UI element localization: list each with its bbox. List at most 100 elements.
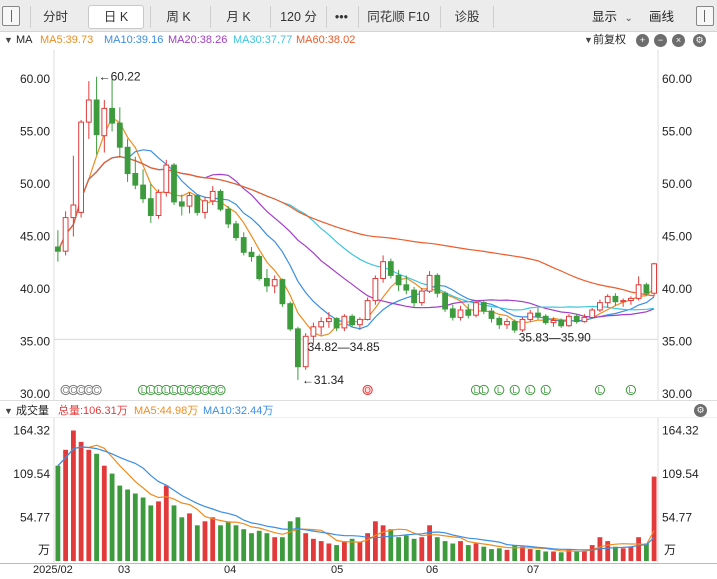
volume-bar	[481, 546, 487, 561]
price-axis-left-label: 50.00	[20, 177, 50, 191]
display-dropdown[interactable]: 显示 ⌄	[592, 6, 633, 28]
candle-body	[357, 318, 363, 326]
event-marker-letter: L	[180, 386, 185, 395]
ma60-line	[57, 155, 655, 297]
collapse-panel-icon[interactable]	[2, 6, 20, 26]
candle	[589, 307, 596, 319]
volume-bar	[427, 525, 432, 561]
volume-bar	[450, 543, 456, 561]
event-marker: L	[525, 384, 536, 396]
event-marker-letter: C	[210, 386, 216, 395]
candle-body	[186, 195, 193, 207]
event-marker: C	[184, 384, 195, 396]
candle-body	[109, 107, 115, 124]
volume-bar	[132, 493, 138, 561]
candle-body	[558, 320, 565, 327]
tab-120min[interactable]: 120 分	[270, 6, 326, 28]
volume-bar	[249, 533, 254, 561]
draw-line-button[interactable]: 画线	[649, 10, 675, 24]
candle-body	[271, 279, 278, 287]
adjust-dropdown[interactable]: 前复权	[593, 34, 626, 46]
price-axis-right-label: 45.00	[662, 230, 692, 244]
candle-body	[341, 315, 348, 329]
candle-body	[581, 316, 588, 323]
candle	[225, 206, 232, 229]
close-icon[interactable]: ×	[672, 34, 685, 47]
candle-body	[264, 278, 270, 287]
candle	[403, 275, 410, 295]
event-marker-letter: C	[194, 386, 200, 395]
volume-bar	[179, 517, 185, 561]
candle-body	[85, 99, 92, 123]
tab-f10[interactable]: 同花顺 F10	[358, 6, 438, 28]
volume-bar	[303, 533, 309, 561]
candle	[124, 138, 131, 182]
event-marker-circle	[215, 384, 226, 396]
volume-bar	[71, 430, 76, 561]
event-marker-letter: C	[187, 386, 193, 395]
event-marker: C	[215, 384, 226, 396]
candle-body	[217, 190, 224, 210]
ma10-label: MA10:39.16	[104, 34, 164, 46]
collapse-triangle-icon[interactable]: ▼	[4, 35, 13, 45]
event-marker: L	[478, 384, 489, 396]
candle	[372, 275, 379, 305]
volume-chart: 164.32 164.32 109.54 109.54 54.77 54.77 万 万	[0, 418, 717, 563]
tab-diagnose[interactable]: 诊股	[440, 6, 494, 28]
candle-body	[643, 284, 650, 294]
zoom-in-icon[interactable]: +	[636, 34, 649, 47]
tab-weekly-k[interactable]: 周 K	[150, 6, 206, 28]
volume-bar	[636, 537, 641, 561]
event-marker-letter: L	[474, 386, 479, 395]
candle-body	[248, 251, 255, 258]
price-axis-left-label: 60.00	[20, 72, 50, 86]
tab-intraday[interactable]: 分时	[30, 6, 80, 28]
volume-bar	[101, 465, 107, 561]
volume-bar	[527, 549, 533, 561]
time-axis: 2025/02 03 04 05 06 07	[0, 563, 717, 579]
volume-collapse-icon[interactable]: ▼	[4, 406, 13, 416]
candle-body	[380, 261, 387, 279]
more-menu-icon[interactable]: •••	[326, 6, 356, 28]
expand-panel-icon[interactable]	[696, 6, 714, 26]
volume-settings-gear-icon[interactable]: ⚙	[694, 404, 707, 417]
candle-body	[426, 274, 433, 292]
volume-bar	[326, 543, 332, 561]
candle-body	[403, 284, 410, 291]
candle	[488, 307, 495, 323]
volume-bar	[225, 521, 231, 561]
event-marker-circle	[478, 384, 489, 396]
candle-body	[535, 312, 541, 317]
candle	[248, 247, 255, 262]
candle	[341, 314, 348, 331]
candle-body	[318, 321, 325, 328]
event-marker-letter: L	[543, 386, 548, 395]
event-marker-letter: L	[149, 386, 154, 395]
ma20-label: MA20:38.26	[168, 34, 228, 46]
range-annotation-apr: 34.82—34.85	[308, 340, 380, 354]
settings-gear-icon[interactable]: ⚙	[693, 34, 706, 47]
volume-bar	[605, 541, 611, 561]
volume-bar	[318, 541, 324, 561]
volume-ma10-line	[57, 446, 655, 551]
candle	[132, 156, 139, 190]
candle-body	[101, 107, 108, 137]
event-marker-letter: L	[598, 386, 603, 395]
candle-body	[326, 317, 332, 323]
volume-unit-left: 万	[38, 543, 50, 557]
candle-body	[202, 200, 208, 213]
candle-body	[132, 173, 139, 186]
volume-ma5: MA5:44.98万	[134, 405, 199, 417]
volume-bar	[202, 521, 208, 561]
volume-axis-left-label: 109.54	[13, 467, 50, 481]
volume-bar	[287, 521, 293, 561]
volume-bar	[512, 545, 518, 561]
tab-monthly-k[interactable]: 月 K	[210, 6, 266, 28]
time-label-feb: 2025/02	[33, 564, 73, 576]
candle	[651, 262, 658, 297]
zoom-out-icon[interactable]: −	[654, 34, 667, 47]
event-marker-letter: L	[497, 386, 502, 395]
volume-bar	[233, 525, 239, 561]
tab-daily-k[interactable]: 日 K	[88, 5, 144, 29]
candle	[310, 322, 317, 344]
